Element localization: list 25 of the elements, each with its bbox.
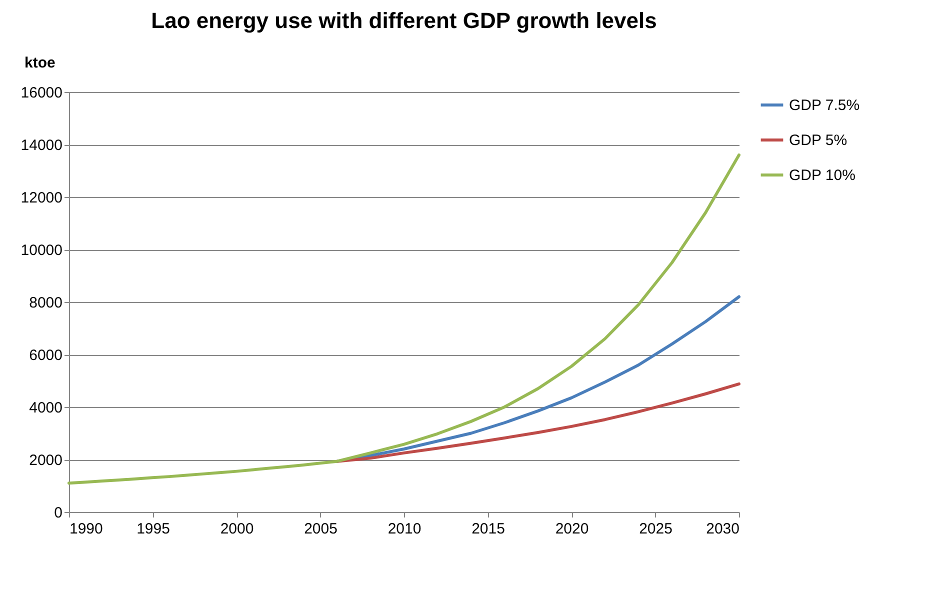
x-tick-label: 2015 bbox=[472, 520, 505, 538]
legend-label: GDP 5% bbox=[789, 132, 848, 149]
line-series bbox=[68, 154, 740, 485]
y-tick-label: 0 bbox=[54, 504, 62, 522]
x-tick-label: 2000 bbox=[220, 520, 254, 538]
legend-label: GDP 10% bbox=[789, 167, 856, 184]
y-tick-label: 16000 bbox=[20, 84, 62, 102]
x-tick-label: 2030 bbox=[706, 520, 740, 538]
line-series bbox=[336, 382, 740, 463]
chart-title: Lao energy use with different GDP growth levels bbox=[151, 8, 657, 33]
x-tick-label: 2010 bbox=[388, 520, 422, 538]
legend-label: GDP 7.5% bbox=[789, 97, 860, 114]
y-tick-label: 2000 bbox=[29, 452, 62, 469]
y-tick-label: 4000 bbox=[29, 400, 62, 416]
y-tick-label: 10000 bbox=[20, 242, 62, 259]
y-tick-label: 12000 bbox=[20, 190, 62, 206]
y-axis-title: ktoe bbox=[24, 54, 56, 72]
x-tick-label: 1995 bbox=[136, 520, 170, 538]
y-tick-label: 6000 bbox=[29, 347, 62, 364]
x-tick-label: 2020 bbox=[555, 520, 589, 538]
y-tick-label: 14000 bbox=[20, 137, 62, 154]
x-tick-label: 2005 bbox=[304, 520, 338, 538]
y-tick-label: 8000 bbox=[29, 294, 62, 312]
x-tick-label: 2025 bbox=[639, 520, 672, 538]
x-tick-label: 1990 bbox=[70, 520, 103, 538]
